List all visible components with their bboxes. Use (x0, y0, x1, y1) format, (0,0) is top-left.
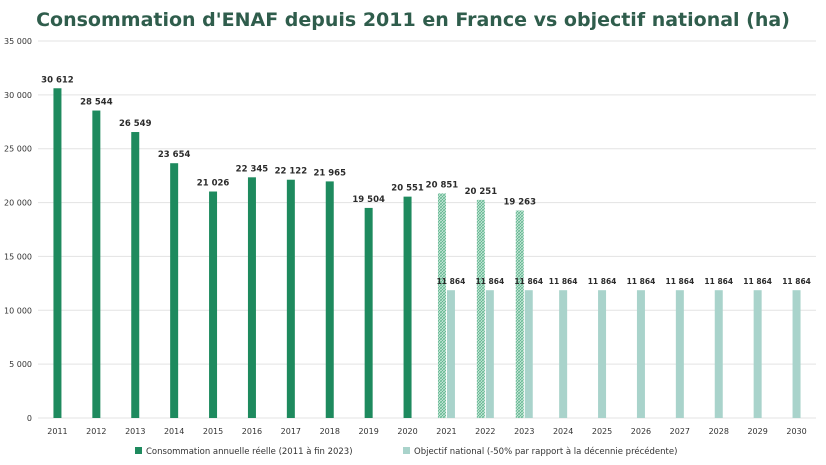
bar-actual-partial (476, 199, 485, 418)
data-label-actual: 19 504 (352, 195, 385, 205)
x-tick-label: 2024 (553, 427, 573, 436)
data-label-actual: 28 544 (80, 98, 113, 108)
x-tick-label: 2022 (475, 427, 495, 436)
data-label-objective: 11 864 (665, 277, 694, 286)
data-label-objective: 11 864 (704, 277, 733, 286)
data-label-actual: 20 251 (465, 187, 498, 197)
data-label-actual: 23 654 (158, 150, 191, 160)
data-label-objective: 11 864 (782, 277, 811, 286)
data-label-objective: 11 864 (549, 277, 578, 286)
y-tick-label: 10 000 (4, 306, 32, 315)
x-tick-label: 2012 (86, 427, 106, 436)
bar-objective (598, 290, 607, 418)
x-tick-label: 2027 (670, 427, 690, 436)
bar-actual (53, 88, 62, 419)
data-labels: 30 612 28 544 26 549 23 654 21 026 22 345 22 1… (41, 75, 811, 286)
bar-objective (524, 290, 533, 418)
bar-actual (247, 177, 256, 418)
legend-label-actual: Consommation annuelle réelle (2011 à fin… (146, 446, 353, 457)
bar-objective (485, 290, 494, 418)
data-label-actual: 22 122 (275, 167, 308, 177)
bar-actual (92, 110, 101, 418)
x-tick-label: 2015 (203, 427, 223, 436)
y-tick-label: 35 000 (4, 37, 32, 46)
data-label-actual: 20 551 (391, 184, 424, 194)
data-label-objective: 11 864 (588, 277, 617, 286)
x-tick-label: 2016 (242, 427, 262, 436)
data-label-objective: 11 864 (514, 277, 543, 286)
x-tick-label: 2019 (358, 427, 378, 436)
y-tick-label: 25 000 (4, 145, 32, 154)
x-tick-label: 2011 (47, 427, 67, 436)
bar-objective (675, 290, 684, 418)
bar-actual-partial (515, 210, 524, 418)
bar-actual-partial (437, 193, 446, 418)
data-label-objective: 11 864 (743, 277, 772, 286)
legend-label-objective: Objectif national (-50% par rapport à la… (414, 446, 677, 457)
x-tick-label: 2018 (320, 427, 340, 436)
x-tick-label: 2020 (397, 427, 417, 436)
bar-actual (209, 191, 218, 418)
data-label-actual: 30 612 (41, 75, 74, 85)
y-tick-label: 15 000 (4, 252, 32, 261)
x-tick-label: 2017 (281, 427, 301, 436)
x-tick-label: 2030 (786, 427, 806, 436)
y-tick-label: 20 000 (4, 199, 32, 208)
legend-swatch-objective (403, 447, 410, 454)
x-tick-label: 2025 (592, 427, 612, 436)
bar-actual (325, 181, 334, 418)
bar-actual (403, 196, 412, 418)
data-label-objective: 11 864 (475, 277, 504, 286)
x-tick-label: 2023 (514, 427, 534, 436)
bar-actual (170, 163, 179, 418)
data-label-actual: 26 549 (119, 119, 152, 129)
data-label-objective: 11 864 (437, 277, 466, 286)
x-tick-label: 2021 (436, 427, 456, 436)
y-tick-label: 30 000 (4, 91, 32, 100)
data-label-actual: 20 851 (426, 180, 459, 190)
bar-objective (446, 290, 455, 418)
bar-objective (753, 290, 762, 418)
data-label-actual: 19 263 (503, 198, 536, 208)
legend-swatch-actual (135, 447, 142, 454)
grid-lines (38, 40, 816, 419)
x-tick-label: 2029 (747, 427, 767, 436)
y-tick-label: 0 (27, 414, 32, 423)
x-tick-label: 2026 (631, 427, 651, 436)
bar-actual (364, 207, 373, 418)
bar-objective (714, 290, 723, 418)
bars (53, 88, 801, 419)
chart-title: Consommation d'ENAF depuis 2011 en Franc… (36, 9, 790, 31)
bar-objective (559, 290, 568, 418)
legend: Consommation annuelle réelle (2011 à fin… (135, 446, 677, 457)
data-label-actual: 21 026 (197, 179, 230, 189)
bar-objective (792, 290, 801, 418)
data-label-objective: 11 864 (627, 277, 656, 286)
x-tick-label: 2014 (164, 427, 184, 436)
x-tick-label: 2028 (709, 427, 729, 436)
y-axis: 0 5 000 10 000 15 000 20 000 25 000 30 000 35 0… (4, 37, 32, 423)
bar-actual (131, 132, 140, 418)
bar-objective (636, 290, 645, 418)
data-label-actual: 22 345 (236, 164, 269, 174)
x-tick-label: 2013 (125, 427, 145, 436)
data-label-actual: 21 965 (313, 168, 346, 178)
bar-actual (286, 179, 295, 418)
x-axis: 2011 2012 2013 2014 2015 2016 2017 2018 2019 2020… (47, 427, 806, 436)
y-tick-label: 5 000 (9, 360, 32, 369)
